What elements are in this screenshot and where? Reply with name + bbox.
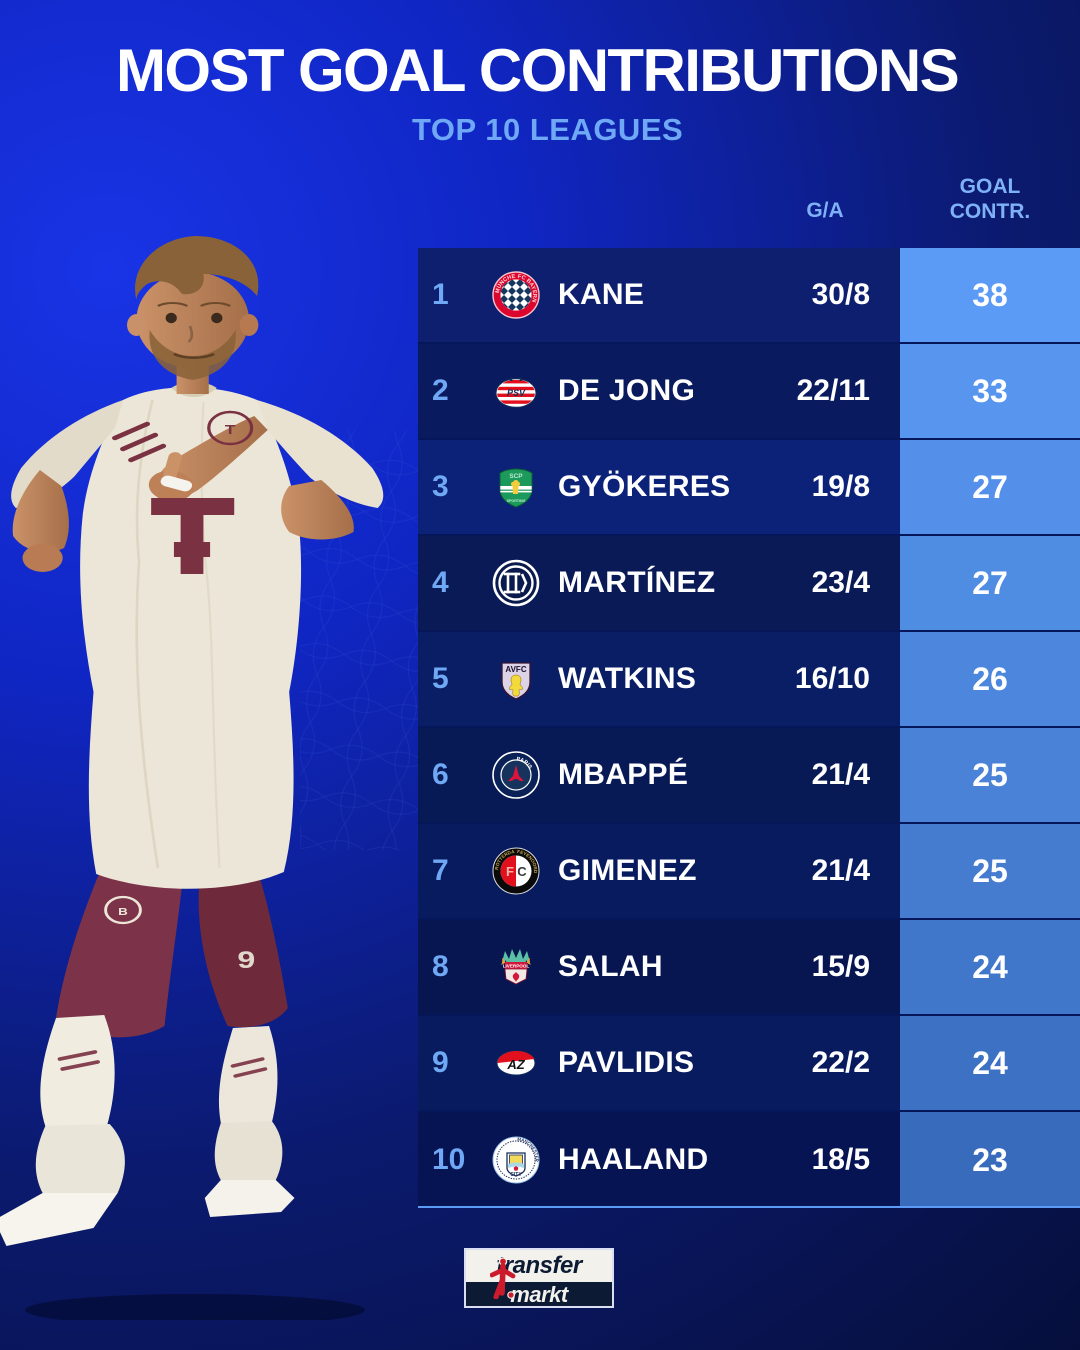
svg-text:AVFC: AVFC (505, 665, 526, 674)
svg-text:AZ: AZ (506, 1057, 525, 1072)
svg-text:9: 9 (237, 947, 255, 974)
svg-text:T: T (225, 423, 236, 437)
svg-text:PSV: PSV (507, 388, 526, 398)
svg-text:SPORTING: SPORTING (507, 499, 526, 503)
svg-text:F: F (506, 864, 514, 879)
svg-text:CITY: CITY (510, 1172, 522, 1178)
svg-text:C: C (517, 864, 527, 879)
svg-text:LIVERPOOL: LIVERPOOL (503, 964, 530, 969)
svg-text:B: B (118, 906, 128, 918)
svg-text:SCP: SCP (509, 473, 523, 480)
